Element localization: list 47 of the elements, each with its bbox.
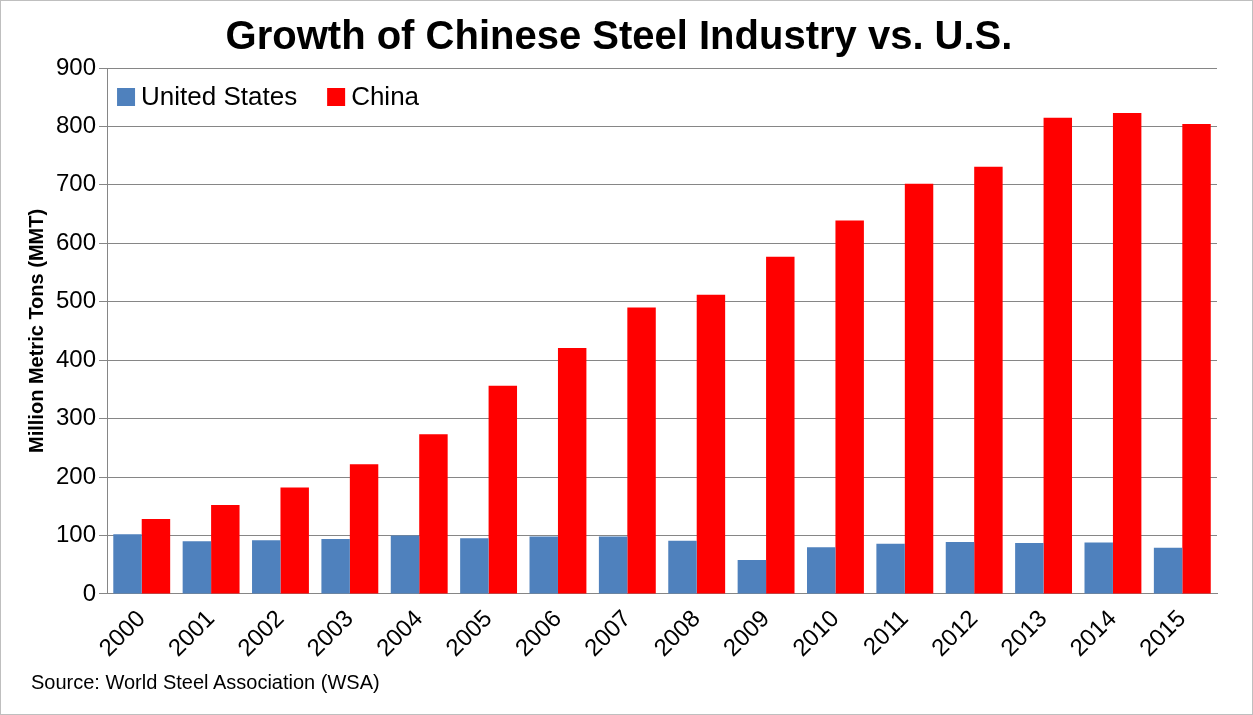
bar (1015, 543, 1044, 594)
bar (598, 536, 628, 594)
bar (876, 543, 905, 594)
source-note: Source: World Steel Association (WSA) (31, 671, 380, 694)
bar (807, 547, 836, 594)
bar (252, 540, 281, 594)
bar (529, 536, 558, 594)
bar (1112, 112, 1142, 594)
y-tick-label: 400 (56, 344, 97, 372)
bar (696, 294, 726, 594)
bar (904, 183, 934, 594)
y-axis-title: Million Metric Tons (MMT) (24, 208, 47, 453)
bar (182, 541, 212, 594)
bar (766, 256, 795, 594)
bar (460, 538, 489, 594)
bar (1084, 542, 1113, 594)
bar (321, 538, 350, 594)
bar (419, 434, 448, 594)
y-tick-label: 300 (56, 403, 97, 431)
bar (488, 385, 518, 594)
y-tick-label: 500 (56, 286, 97, 314)
bar (835, 220, 864, 594)
bar (1153, 547, 1183, 594)
legend-label: United States (141, 81, 298, 112)
legend-label: China (351, 81, 420, 112)
bar (349, 464, 379, 594)
bar (211, 505, 240, 594)
bar (557, 347, 587, 594)
bar (1043, 117, 1073, 594)
bar (974, 166, 1003, 594)
bar (141, 519, 171, 594)
y-tick-label: 200 (56, 461, 97, 489)
bar (113, 534, 142, 594)
chart-title: Growth of Chinese Steel Industry vs. U.S. (225, 13, 1013, 58)
y-tick-label: 900 (56, 52, 97, 80)
y-tick-label: 700 (56, 169, 97, 197)
bar (945, 541, 975, 594)
bar (1182, 124, 1211, 594)
bar (280, 487, 309, 594)
y-tick-label: 100 (56, 520, 97, 548)
y-tick-label: 0 (82, 578, 97, 606)
bar (737, 559, 767, 594)
bar (627, 307, 656, 594)
y-tick-label: 600 (56, 227, 97, 255)
bar (668, 540, 697, 594)
y-tick-label: 800 (56, 111, 97, 139)
bar (390, 535, 420, 594)
